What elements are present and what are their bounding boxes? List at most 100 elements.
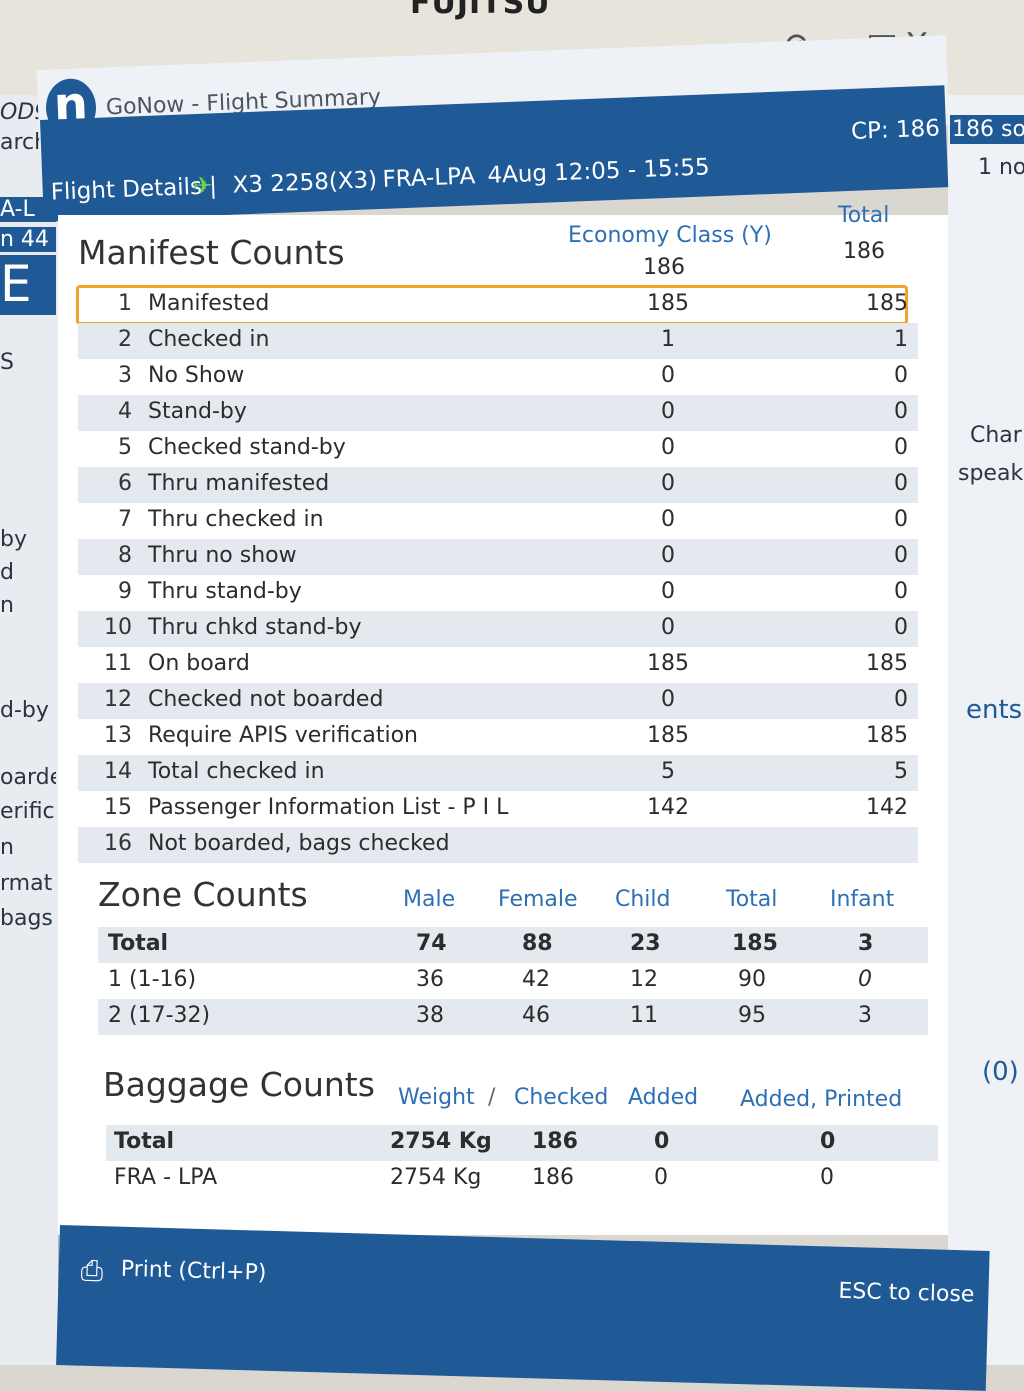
manifest-row[interactable]: 11 On board 185 185: [78, 647, 918, 683]
total-value: 0: [894, 615, 908, 640]
economy-value: 0: [661, 363, 675, 388]
left-text: S: [0, 350, 14, 375]
zone-label: 2 (17-32): [108, 1003, 211, 1028]
zone-male: 74: [416, 931, 447, 956]
row-label: Checked stand-by: [148, 435, 346, 460]
right-text: ents: [966, 695, 1023, 725]
row-label: Manifested: [148, 291, 270, 316]
window-footer: ⎙ Print (Ctrl+P) ESC to close: [56, 1225, 990, 1391]
left-text: d-by: [0, 698, 49, 723]
left-text: by: [0, 527, 27, 552]
manifest-row[interactable]: 4 Stand-by 0 0: [78, 395, 918, 431]
baggage-row[interactable]: FRA - LPA 2754 Kg 186 0 0: [106, 1161, 938, 1197]
zone-total: 95: [738, 1003, 766, 1028]
row-number: 1: [118, 291, 132, 316]
left-text: d: [0, 560, 14, 585]
left-text: n 44: [0, 227, 56, 252]
manifest-row[interactable]: 10 Thru chkd stand-by 0 0: [78, 611, 918, 647]
row-number: 14: [104, 759, 132, 784]
zone-male: 36: [416, 967, 444, 992]
zone-row[interactable]: Total 74 88 23 185 3: [98, 927, 928, 963]
row-label: No Show: [148, 363, 245, 388]
economy-value: 0: [661, 543, 675, 568]
left-text: bags: [0, 906, 53, 931]
total-value: 1: [894, 327, 908, 352]
economy-value: 0: [661, 507, 675, 532]
manifest-row[interactable]: 6 Thru manifested 0 0: [78, 467, 918, 503]
row-number: 7: [118, 507, 132, 532]
economy-value: 0: [661, 687, 675, 712]
baggage-row[interactable]: Total 2754 Kg 186 0 0: [106, 1125, 938, 1161]
zone-female: 42: [522, 967, 550, 992]
zone-child-header: Child: [615, 887, 671, 912]
manifest-row[interactable]: 8 Thru no show 0 0: [78, 539, 918, 575]
row-number: 5: [118, 435, 132, 460]
total-value: 0: [894, 435, 908, 460]
row-label: Thru checked in: [148, 507, 324, 532]
total-value: 185: [866, 723, 908, 748]
economy-value: 185: [647, 291, 689, 316]
row-number: 12: [104, 687, 132, 712]
economy-column-header: Economy Class (Y): [568, 223, 772, 248]
plane-icon: ✈: [192, 171, 214, 201]
row-label: Thru no show: [148, 543, 297, 568]
manifest-row[interactable]: 16 Not boarded, bags checked: [78, 827, 918, 863]
baggage-separator: /: [488, 1085, 496, 1110]
zone-total-header: Total: [726, 887, 778, 912]
zone-row[interactable]: 1 (1-16) 36 42 12 90 0: [98, 963, 928, 999]
economy-value: 0: [661, 579, 675, 604]
zone-infant: 0: [858, 967, 872, 992]
zone-infant: 3: [858, 931, 874, 956]
row-number: 11: [104, 651, 132, 676]
row-label: Not boarded, bags checked: [148, 831, 450, 856]
baggage-added-printed: 0: [820, 1165, 834, 1190]
total-header-value: 186: [843, 239, 885, 264]
row-number: 6: [118, 471, 132, 496]
monitor-brand: FUJITSU: [410, 0, 551, 21]
zone-female-header: Female: [498, 887, 578, 912]
zone-row[interactable]: 2 (17-32) 38 46 11 95 3: [98, 999, 928, 1035]
manifest-row[interactable]: 13 Require APIS verification 185 185: [78, 719, 918, 755]
baggage-added: 0: [654, 1165, 668, 1190]
baggage-added: 0: [654, 1129, 670, 1154]
manifest-row[interactable]: 15 Passenger Information List - P I L 142 1…: [78, 791, 918, 827]
row-number: 4: [118, 399, 132, 424]
row-label: Passenger Information List - P I L: [148, 795, 509, 820]
print-button[interactable]: Print (Ctrl+P): [120, 1256, 267, 1286]
zone-title: Zone Counts: [98, 875, 308, 914]
flight-route: FRA-LPA: [382, 163, 476, 193]
flight-summary-panel: Manifest Counts Economy Class (Y) Total …: [58, 203, 948, 1235]
total-value: 0: [894, 543, 908, 568]
row-number: 3: [118, 363, 132, 388]
manifest-row[interactable]: 7 Thru checked in 0 0: [78, 503, 918, 539]
baggage-checked: 186: [532, 1129, 578, 1154]
manifest-row[interactable]: 1 Manifested 185 185: [78, 287, 918, 323]
manifest-row[interactable]: 5 Checked stand-by 0 0: [78, 431, 918, 467]
background-window-right: 186 so 1 no Char speak ents (0): [948, 95, 1024, 1365]
cp-count: CP: 186: [850, 115, 941, 145]
baggage-checked: 186: [532, 1165, 574, 1190]
zone-child: 12: [630, 967, 658, 992]
row-label: Stand-by: [148, 399, 247, 424]
manifest-row[interactable]: 9 Thru stand-by 0 0: [78, 575, 918, 611]
manifest-row[interactable]: 12 Checked not boarded 0 0: [78, 683, 918, 719]
total-value: 0: [894, 687, 908, 712]
flight-date-time: 4Aug 12:05 - 15:55: [486, 154, 711, 189]
manifest-row[interactable]: 2 Checked in 1 1: [78, 323, 918, 359]
economy-value: 0: [661, 399, 675, 424]
printer-icon: ⎙: [80, 1253, 104, 1288]
manifest-row[interactable]: 3 No Show 0 0: [78, 359, 918, 395]
manifest-row[interactable]: 14 Total checked in 5 5: [78, 755, 918, 791]
zone-total: 185: [732, 931, 778, 956]
left-text: E: [0, 255, 56, 315]
total-value: 0: [894, 471, 908, 496]
economy-value: 0: [661, 435, 675, 460]
row-number: 10: [104, 615, 132, 640]
total-value: 185: [866, 291, 908, 316]
zone-child: 11: [630, 1003, 658, 1028]
row-number: 16: [104, 831, 132, 856]
total-value: 185: [866, 651, 908, 676]
baggage-weight: 2754 Kg: [390, 1129, 492, 1154]
baggage-added-printed-header: Added, Printed: [740, 1087, 903, 1112]
baggage-added-printed: 0: [820, 1129, 836, 1154]
